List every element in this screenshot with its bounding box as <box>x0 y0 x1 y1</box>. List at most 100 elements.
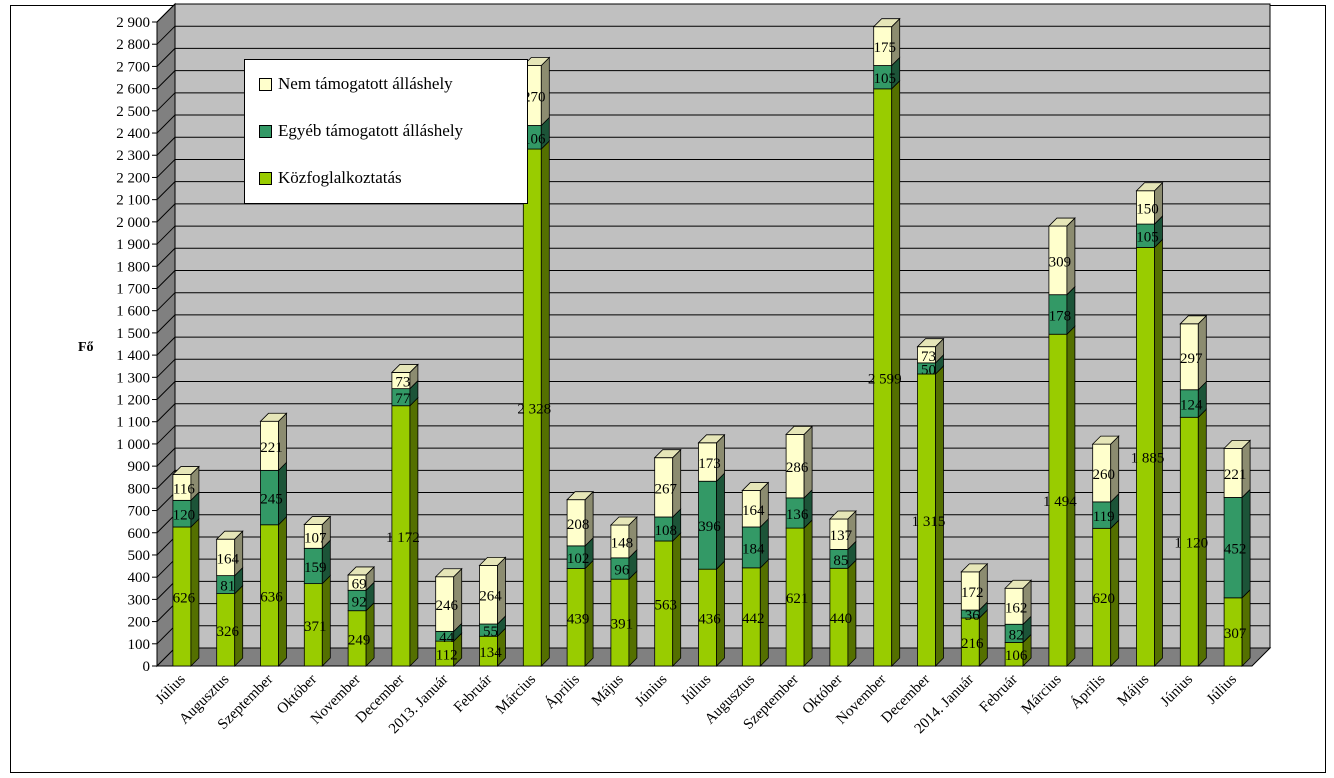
y-tick-label: 200 <box>128 615 151 631</box>
gridline-side <box>156 314 176 334</box>
data-label: 134 <box>479 645 502 661</box>
gridline-side <box>156 3 176 23</box>
data-label: 621 <box>786 591 809 607</box>
data-label: 96 <box>614 563 630 579</box>
data-label: 106 <box>1005 648 1028 664</box>
data-label: 44 <box>439 630 455 646</box>
x-tick-label: Március <box>493 671 539 717</box>
data-label: 102 <box>567 551 590 567</box>
y-tick-label: 400 <box>128 570 151 586</box>
gridline-side <box>156 203 176 223</box>
x-tick-label: Július <box>678 671 714 707</box>
data-label: 164 <box>216 551 239 567</box>
gridline-side <box>156 381 176 400</box>
data-label: 440 <box>830 611 853 627</box>
y-tick-label: 1 600 <box>116 304 150 320</box>
y-axis-label: Fő <box>78 340 94 355</box>
data-label: 136 <box>786 507 809 523</box>
data-label: 270 <box>523 90 546 106</box>
y-tick-label: 2 600 <box>116 82 150 98</box>
y-tick-label: 1 100 <box>116 415 150 431</box>
data-label: 137 <box>830 528 853 544</box>
bar-top <box>1091 435 1120 445</box>
data-label: 297 <box>1180 351 1203 367</box>
data-label: 124 <box>1180 398 1203 414</box>
gridline-side <box>156 25 176 45</box>
data-label: 148 <box>611 535 634 551</box>
gridline-side <box>156 403 176 423</box>
gridline-side <box>156 114 176 134</box>
y-tick-label: 2 000 <box>116 215 150 231</box>
gridline-side <box>156 536 176 556</box>
data-label: 436 <box>698 612 721 628</box>
data-label: 216 <box>961 636 984 652</box>
bar-top <box>566 491 595 501</box>
y-tick-label: 700 <box>128 504 151 520</box>
bar-top <box>609 516 638 526</box>
x-tick-label: Július <box>153 671 189 707</box>
data-label: 264 <box>479 589 502 605</box>
gridline-side <box>156 469 176 489</box>
gridline-side <box>156 447 176 467</box>
data-label: 50 <box>921 362 936 378</box>
data-label: 175 <box>873 40 896 56</box>
bar-top <box>960 563 989 573</box>
bar-top <box>697 434 726 444</box>
data-label: 396 <box>698 519 721 535</box>
y-tick-label: 2 300 <box>116 148 150 164</box>
data-label: 107 <box>304 530 327 546</box>
data-label: 442 <box>742 611 765 627</box>
legend-label: Egyéb támogatott álláshely <box>278 121 464 140</box>
legend-swatch <box>259 171 272 185</box>
data-label: 120 <box>173 508 196 524</box>
gridline-side <box>156 70 176 89</box>
data-label: 620 <box>1092 591 1115 607</box>
y-tick-label: 1 800 <box>116 259 150 275</box>
y-tick-label: 900 <box>128 459 151 475</box>
y-tick-label: 600 <box>128 526 151 542</box>
gridline-side <box>156 514 176 534</box>
data-label: 221 <box>260 440 283 456</box>
data-label: 246 <box>435 598 458 614</box>
data-label: 105 <box>873 71 896 87</box>
y-tick-label: 2 700 <box>116 59 150 75</box>
bar-top <box>916 338 945 348</box>
data-label: 221 <box>1224 467 1247 483</box>
data-label: 267 <box>654 481 677 497</box>
legend-label: Közfoglalkoztatás <box>278 168 402 187</box>
bar-top <box>1047 217 1076 227</box>
data-label: 1 120 <box>1174 536 1208 552</box>
gridline-side <box>156 159 176 178</box>
x-tick-label: Július <box>1204 671 1240 707</box>
data-label: 439 <box>567 611 590 627</box>
gridline-side <box>156 558 176 578</box>
x-tick-label: Június <box>632 671 671 710</box>
data-label: 172 <box>961 585 984 601</box>
legend: Nem támogatott álláshely Egyéb támogatot… <box>244 59 528 204</box>
x-tick-label: Május <box>1114 671 1152 709</box>
data-label: 245 <box>260 492 283 508</box>
legend-swatch <box>259 124 272 138</box>
y-tick-label: 2 400 <box>116 126 150 142</box>
data-label: 626 <box>173 590 196 606</box>
gridline-side <box>156 425 176 445</box>
y-tick-label: 300 <box>128 592 151 608</box>
bar-top <box>522 57 551 66</box>
y-tick-label: 2 500 <box>116 104 150 120</box>
bar-top <box>1179 315 1208 325</box>
bar-top <box>390 364 419 373</box>
gridline-side <box>156 358 176 378</box>
data-label: 249 <box>348 632 371 648</box>
data-label: 105 <box>1136 230 1159 246</box>
data-label: 391 <box>611 617 634 633</box>
gridline-side <box>156 48 176 67</box>
x-tick-label: Április <box>1067 671 1109 713</box>
data-label: 150 <box>1136 201 1159 217</box>
gridline-side <box>156 270 176 289</box>
data-label: 112 <box>436 648 458 664</box>
bar-top <box>171 466 200 475</box>
y-tick-label: 1 500 <box>116 326 150 342</box>
x-tick-label: Február <box>451 672 495 716</box>
data-label: 108 <box>654 523 677 539</box>
